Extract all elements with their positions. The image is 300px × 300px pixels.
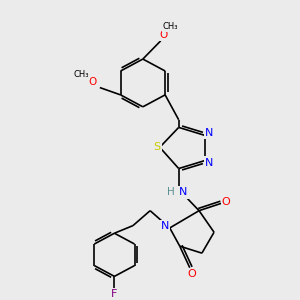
Text: N: N (179, 188, 188, 197)
Text: F: F (111, 289, 118, 299)
Text: H: H (167, 188, 174, 197)
Text: CH₃: CH₃ (74, 70, 89, 80)
Text: N: N (205, 128, 213, 138)
Text: N: N (205, 158, 213, 168)
Text: O: O (88, 76, 96, 87)
Text: O: O (187, 269, 196, 279)
Text: O: O (222, 197, 231, 207)
Text: N: N (160, 221, 169, 231)
Text: O: O (159, 30, 168, 40)
Text: S: S (153, 142, 161, 152)
Text: CH₃: CH₃ (163, 22, 178, 32)
